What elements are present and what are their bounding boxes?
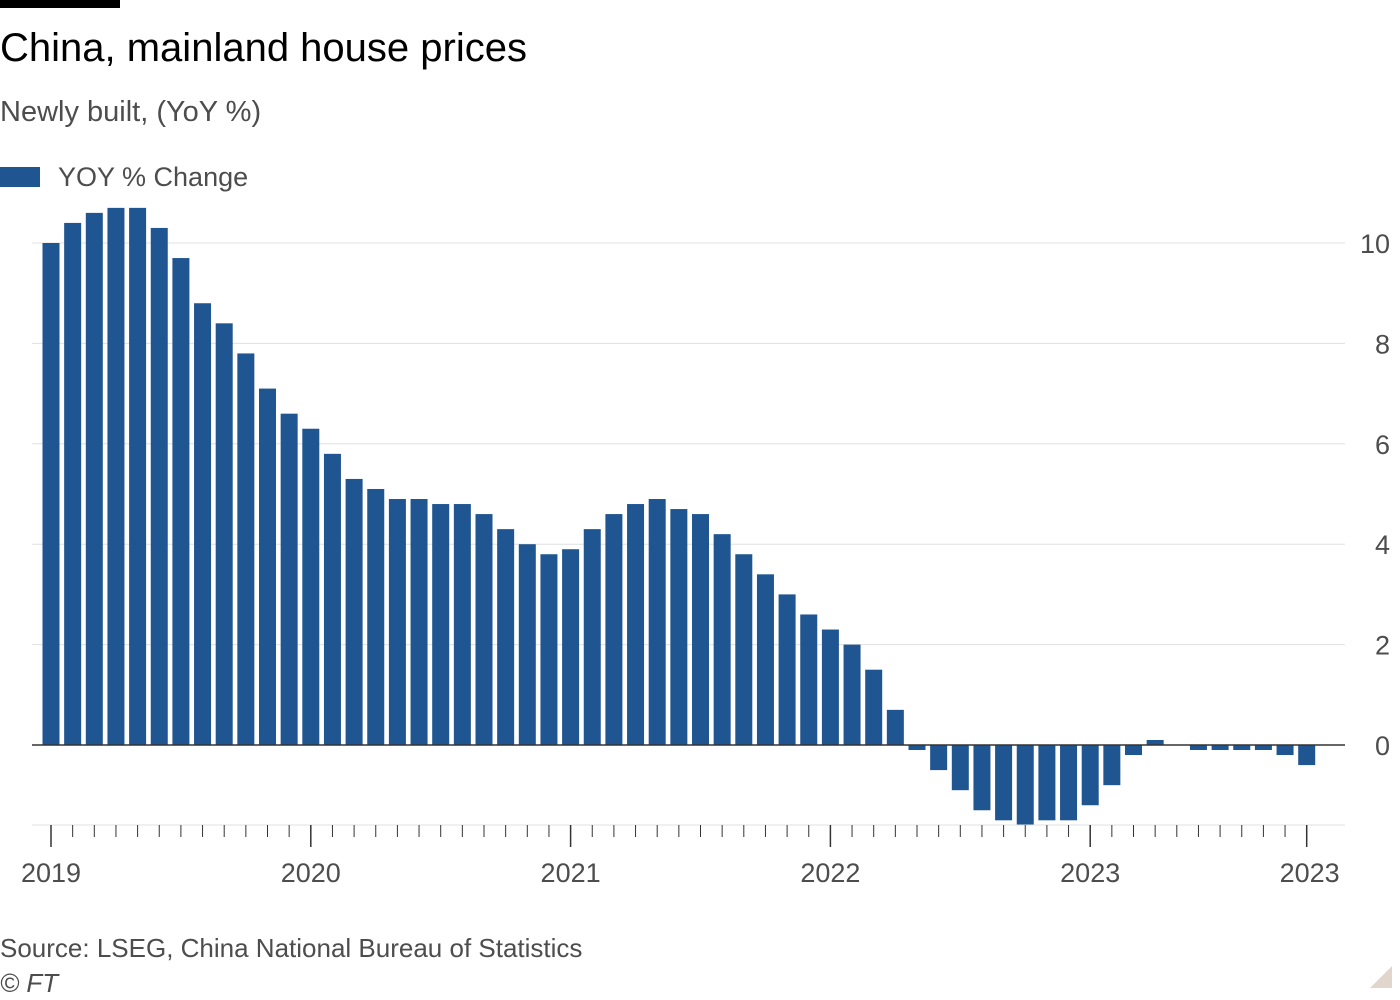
y-tick-label: 6 xyxy=(1375,430,1390,460)
bar xyxy=(930,745,948,771)
bar xyxy=(129,207,147,746)
bar xyxy=(215,323,233,745)
bar xyxy=(973,745,991,811)
bar xyxy=(345,478,363,745)
chart-subtitle: Newly built, (YoY %) xyxy=(0,96,262,128)
bar xyxy=(886,709,904,745)
bar xyxy=(64,222,82,746)
bar xyxy=(713,534,731,745)
bar xyxy=(540,554,558,745)
bar xyxy=(518,544,536,745)
bar xyxy=(172,258,190,745)
bar xyxy=(302,428,320,745)
bar xyxy=(735,554,753,745)
legend-swatch xyxy=(0,167,40,187)
bar xyxy=(1276,745,1294,756)
bar xyxy=(1298,745,1316,766)
bar xyxy=(107,207,125,746)
bar-chart: 0 2 4 6 8 10 2019 2020 2021 2022 2023 2023 xyxy=(21,207,1390,888)
bar xyxy=(1081,745,1099,806)
corner-fold-icon xyxy=(1370,966,1392,988)
y-tick-label: 2 xyxy=(1375,631,1390,661)
bar xyxy=(323,453,341,745)
bar xyxy=(583,529,601,745)
bar xyxy=(432,504,450,745)
bar xyxy=(1060,745,1078,821)
bar xyxy=(1233,745,1251,751)
bar xyxy=(627,504,645,745)
bar xyxy=(1038,745,1056,821)
bar xyxy=(410,499,428,745)
bar xyxy=(1189,745,1207,751)
bar xyxy=(908,745,926,751)
y-tick-label: 0 xyxy=(1375,731,1390,761)
bar xyxy=(85,212,103,745)
bar xyxy=(1103,745,1121,786)
bar xyxy=(843,644,861,745)
bar xyxy=(259,388,276,745)
bar xyxy=(367,488,385,745)
bar xyxy=(1254,745,1272,751)
bar xyxy=(150,227,168,745)
copyright: © FT xyxy=(0,968,59,998)
x-tick-label: 2019 xyxy=(21,858,81,888)
bar xyxy=(648,499,666,745)
bar xyxy=(237,353,255,745)
bar xyxy=(1016,745,1034,826)
bar xyxy=(756,574,774,745)
y-tick-label: 8 xyxy=(1375,329,1390,359)
bar xyxy=(670,509,688,745)
bar xyxy=(562,549,580,745)
bar xyxy=(388,499,406,745)
bar xyxy=(692,514,709,745)
y-tick-label: 10 xyxy=(1360,229,1390,259)
legend: YOY % Change xyxy=(0,160,248,194)
x-tick-label: 2021 xyxy=(541,858,601,888)
bar xyxy=(497,529,515,745)
bar xyxy=(194,303,212,745)
bar xyxy=(42,243,60,745)
bar xyxy=(821,629,839,745)
bar xyxy=(1211,745,1229,751)
legend-label: YOY % Change xyxy=(58,161,249,192)
bar xyxy=(995,745,1013,821)
bar xyxy=(605,514,623,745)
top-rule xyxy=(0,0,120,8)
bar xyxy=(1146,739,1164,745)
bar xyxy=(800,614,818,745)
x-tick-label: 2022 xyxy=(800,858,860,888)
chart-title: China, mainland house prices xyxy=(0,26,527,70)
bar xyxy=(951,745,969,791)
bar xyxy=(865,669,883,745)
bar xyxy=(453,504,471,745)
y-tick-label: 4 xyxy=(1375,530,1390,560)
bar xyxy=(280,413,298,745)
bar xyxy=(1125,745,1142,756)
x-tick-label: 2023 xyxy=(1060,858,1120,888)
bar xyxy=(778,594,796,745)
x-tick-label: 2023 xyxy=(1280,858,1340,888)
x-tick-label: 2020 xyxy=(281,858,341,888)
source-note: Source: LSEG, China National Bureau of S… xyxy=(0,933,583,963)
bar xyxy=(475,514,493,745)
